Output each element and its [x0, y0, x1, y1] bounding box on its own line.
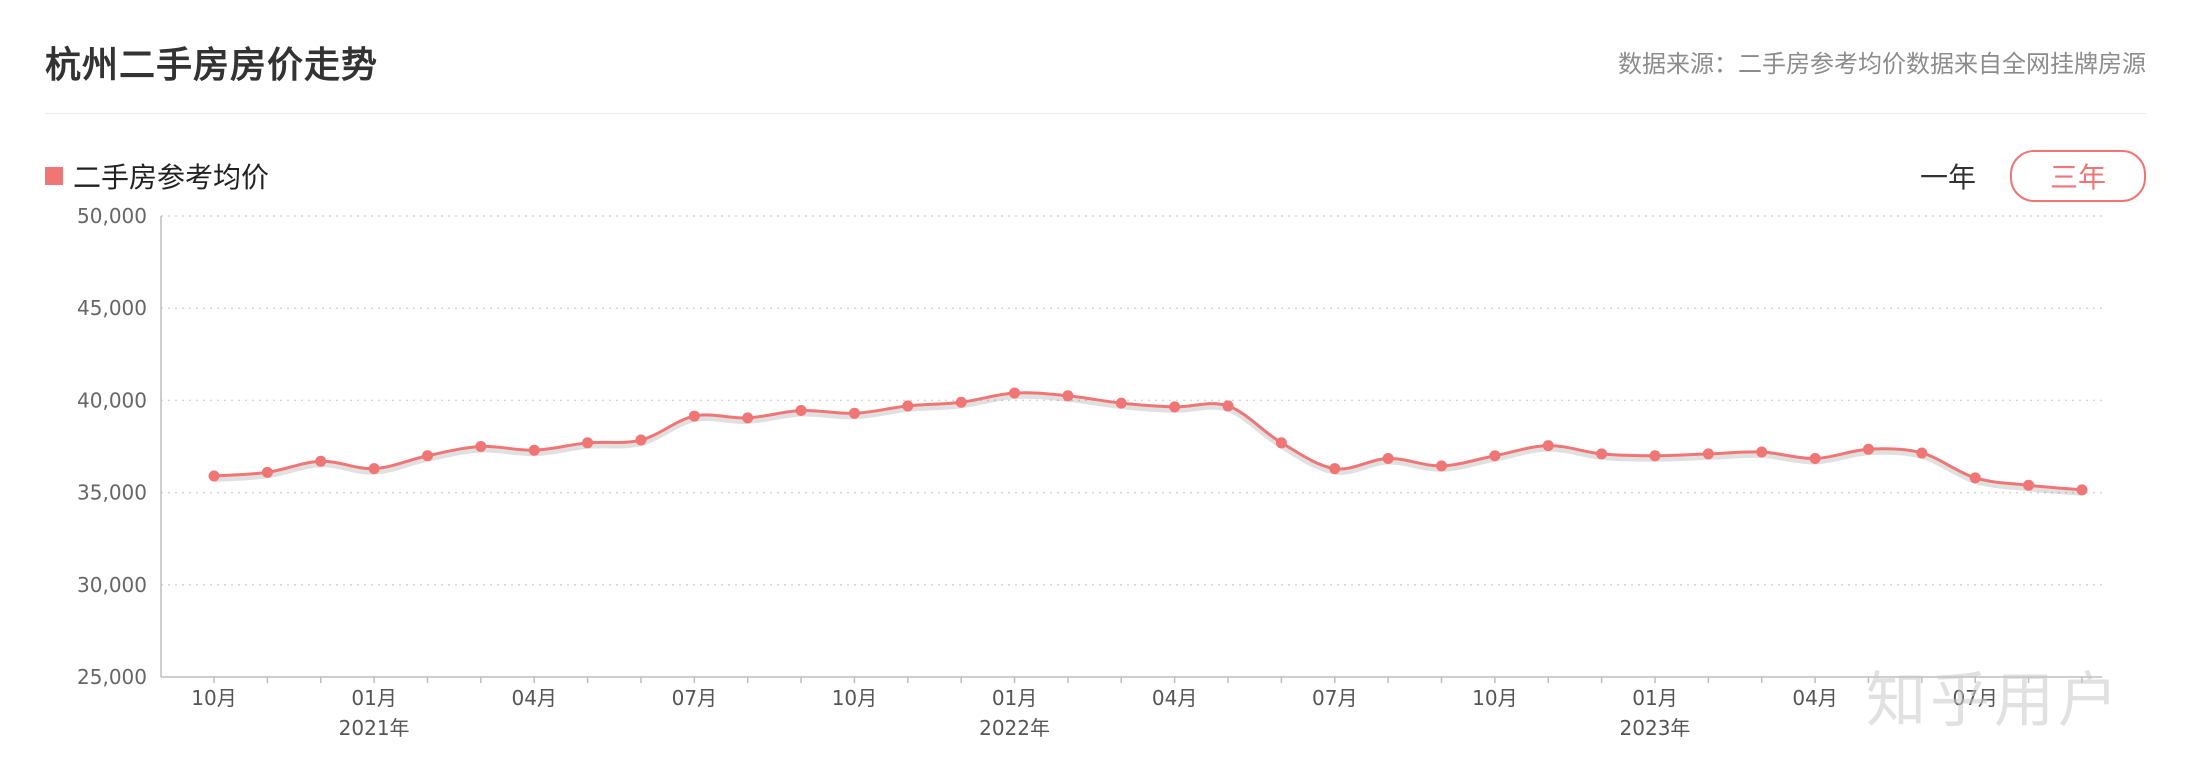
- data-point: [795, 405, 807, 417]
- data-point: [1329, 463, 1341, 475]
- page-title: 杭州二手房房价走势: [45, 45, 379, 86]
- data-point: [1275, 437, 1287, 449]
- y-tick-label: 35,000: [77, 481, 147, 505]
- data-point: [1436, 460, 1448, 472]
- data-point: [1542, 440, 1554, 452]
- x-tick-label: 10月: [832, 686, 877, 710]
- data-point: [2076, 484, 2088, 496]
- data-point: [1969, 472, 1981, 484]
- x-year-label: 2022年: [979, 716, 1050, 740]
- x-tick-label: 07月: [1312, 686, 1357, 710]
- data-point: [1382, 452, 1394, 464]
- series-line-shadow: [213, 392, 2083, 496]
- watermark: 知乎用户: [1866, 666, 2122, 736]
- header-divider: [45, 113, 2146, 114]
- data-point: [1596, 448, 1608, 460]
- range-one-year-button[interactable]: 一年: [1919, 161, 1976, 194]
- data-point: [528, 444, 540, 456]
- data-point: [421, 450, 433, 462]
- data-point: [1169, 401, 1181, 413]
- data-point: [955, 396, 967, 408]
- data-point: [635, 434, 647, 446]
- data-point: [2023, 479, 2035, 491]
- data-point: [208, 470, 220, 482]
- data-point: [848, 407, 860, 419]
- x-year-label: 2021年: [339, 716, 410, 740]
- x-tick-label: 01月: [351, 686, 396, 710]
- y-tick-label: 25,000: [77, 665, 147, 689]
- data-point: [1115, 397, 1127, 409]
- x-tick-label: 04月: [1792, 686, 1837, 710]
- x-tick-label: 04月: [1152, 686, 1197, 710]
- legend-label: 二手房参考均价: [73, 161, 270, 194]
- data-point: [1649, 450, 1661, 462]
- x-tick-label: 10月: [191, 686, 236, 710]
- y-tick-label: 30,000: [77, 573, 147, 597]
- range-three-year-button[interactable]: 三年: [2009, 150, 2146, 202]
- data-source-note: 数据来源：二手房参考均价数据来自全网挂牌房源: [1618, 50, 2146, 78]
- y-tick-label: 40,000: [77, 388, 147, 412]
- data-point: [475, 441, 487, 452]
- x-tick-label: 04月: [511, 686, 556, 710]
- data-point: [1756, 446, 1768, 458]
- data-point: [1862, 443, 1874, 455]
- data-point: [688, 410, 700, 422]
- data-point: [1809, 452, 1821, 464]
- data-point: [315, 455, 327, 467]
- data-point: [1916, 447, 1928, 459]
- x-year-label: 2023年: [1620, 716, 1691, 740]
- legend-swatch: [45, 167, 63, 185]
- data-point: [1702, 448, 1714, 460]
- data-point: [902, 400, 914, 412]
- data-point: [1009, 387, 1021, 399]
- x-tick-label: 01月: [992, 686, 1037, 710]
- data-point: [1062, 390, 1074, 402]
- y-tick-label: 50,000: [77, 204, 147, 228]
- data-point: [1489, 450, 1501, 462]
- x-tick-label: 07月: [672, 686, 717, 710]
- data-point: [368, 463, 380, 475]
- chart-legend[interactable]: 二手房参考均价: [45, 156, 269, 196]
- data-point: [742, 412, 754, 424]
- x-tick-label: 10月: [1472, 686, 1517, 710]
- x-tick-label: 07月: [1952, 686, 1997, 710]
- data-point: [261, 466, 273, 478]
- y-tick-label: 45,000: [77, 296, 147, 320]
- data-point: [582, 437, 594, 449]
- x-tick-label: 01月: [1632, 686, 1677, 710]
- range-selector: 一年 三年: [1886, 150, 2146, 202]
- data-point: [1222, 400, 1234, 412]
